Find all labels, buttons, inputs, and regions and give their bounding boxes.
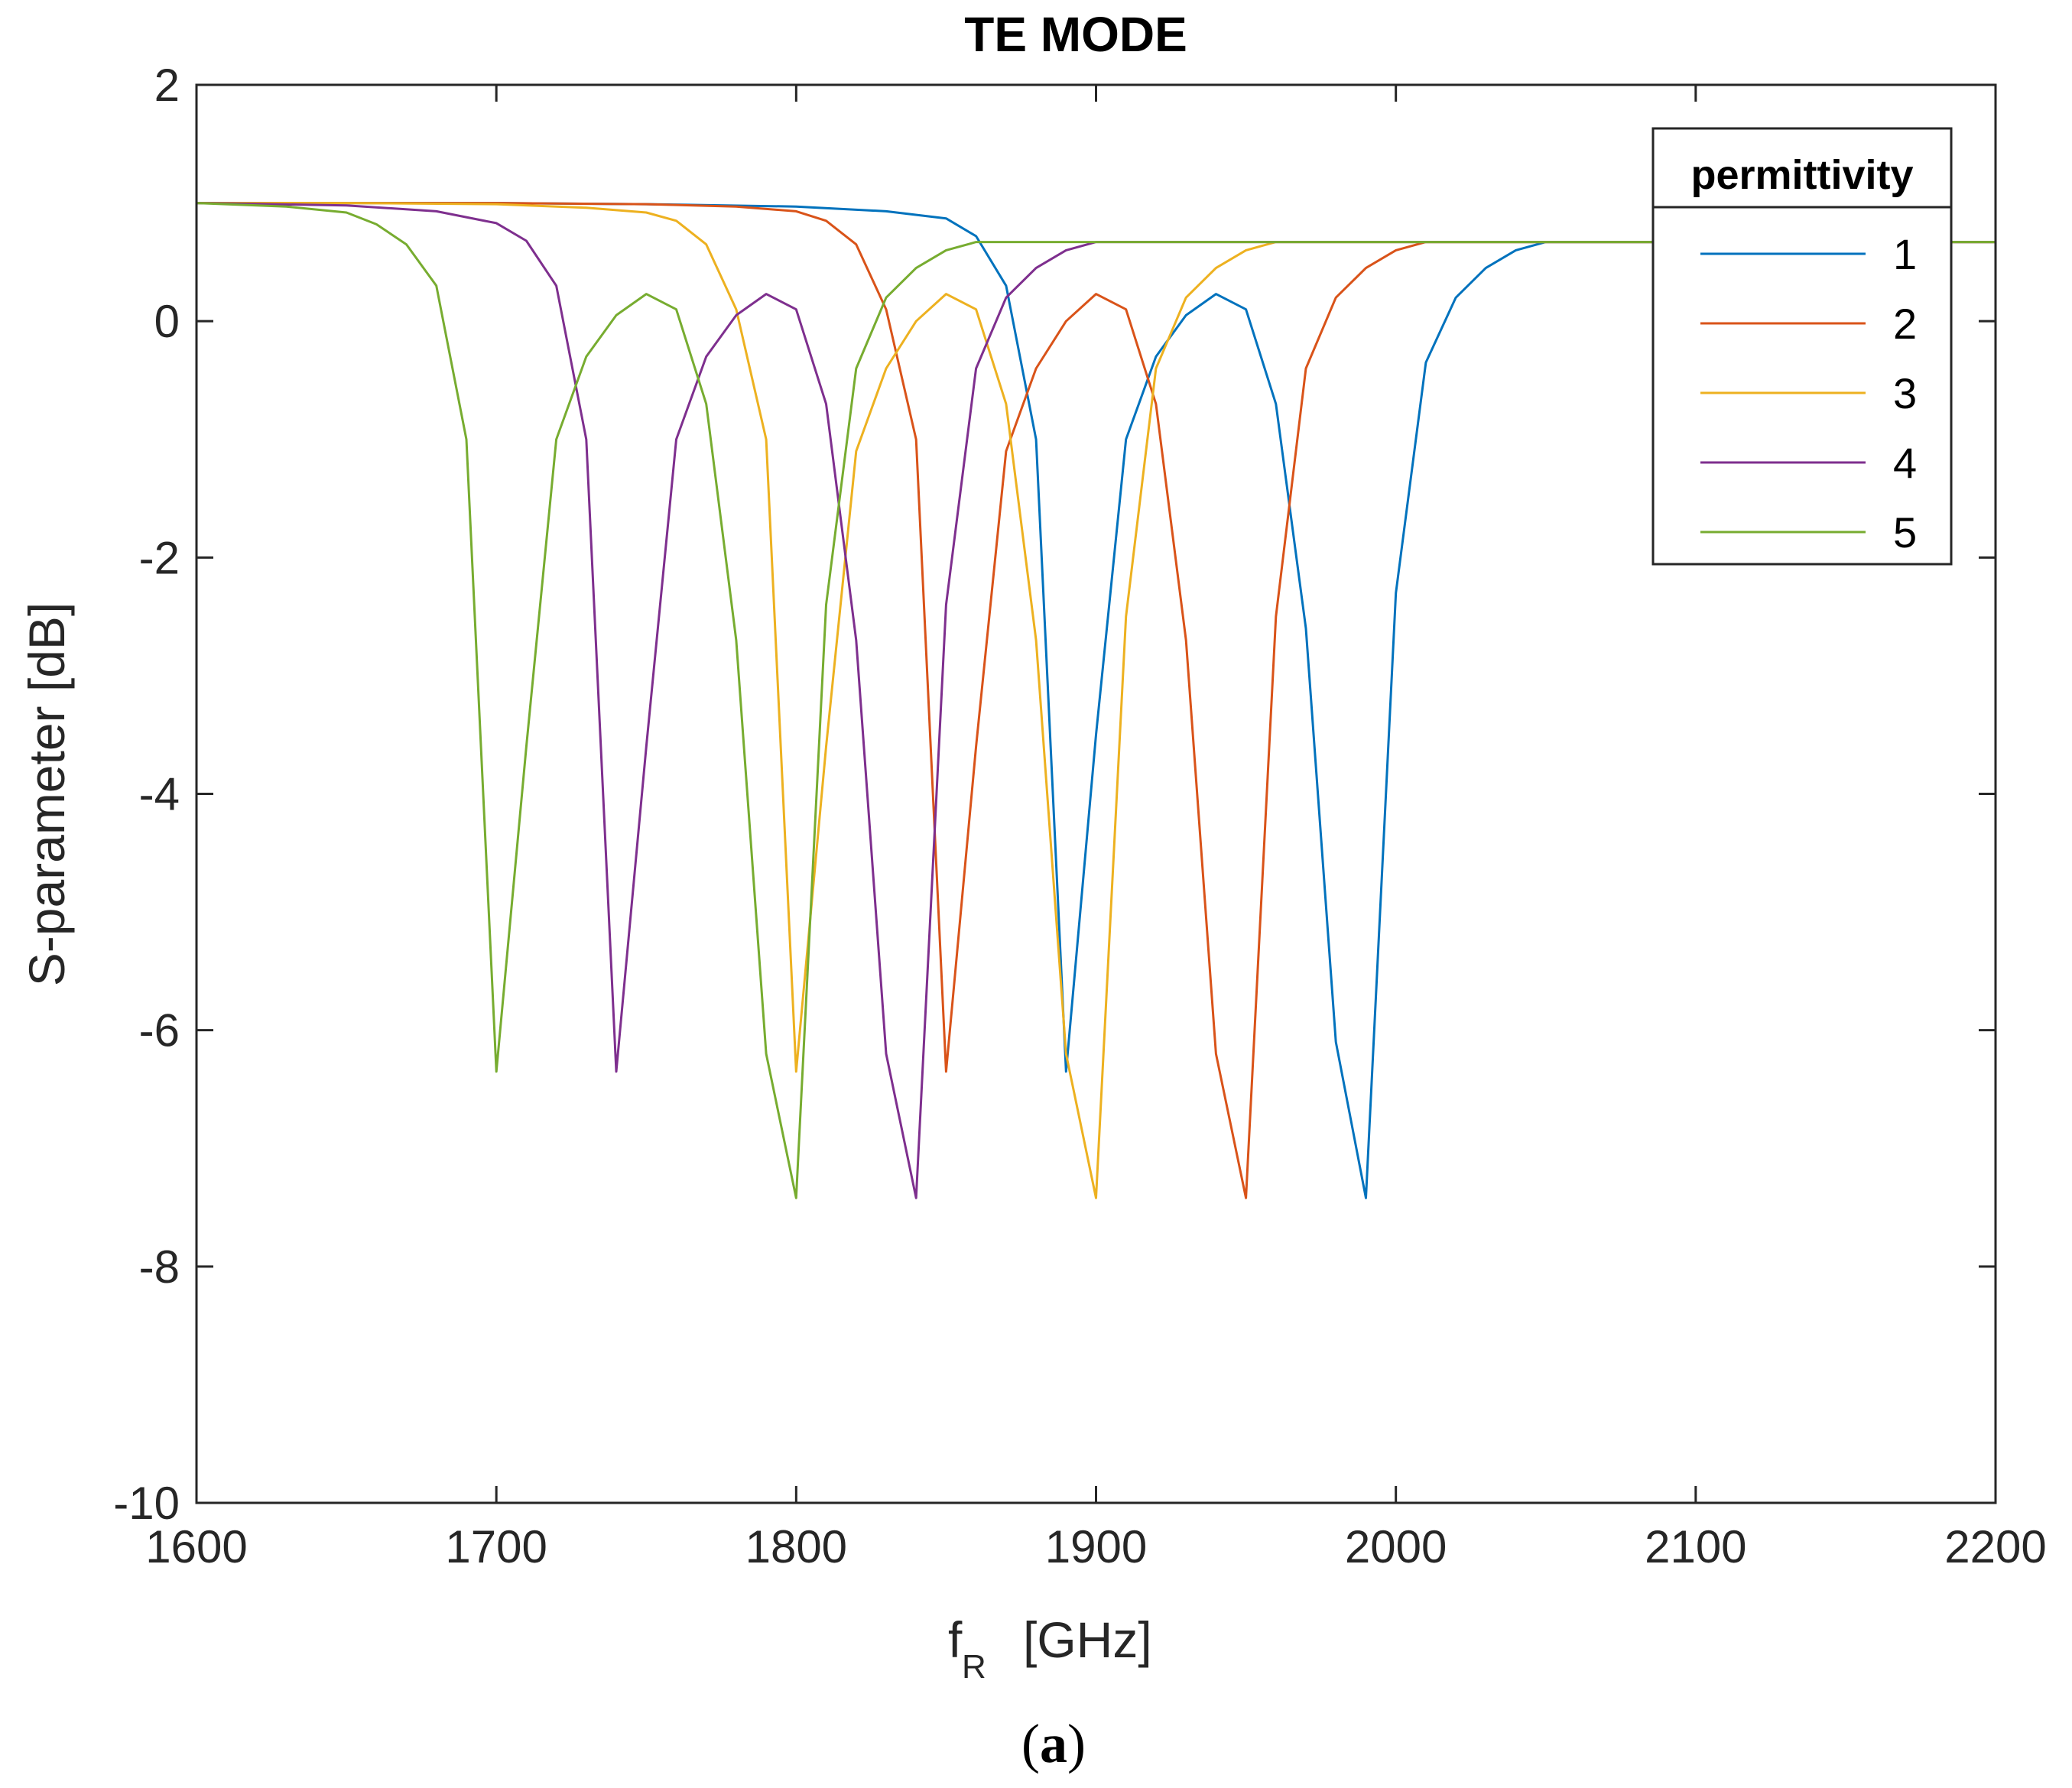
x-tick-label: 2200 [1944,1521,2046,1572]
y-axis-label: S-parameter [dB] [18,602,75,987]
legend-label-3: 3 [1893,369,1917,417]
legend-label-1: 1 [1893,230,1917,278]
series-line-4 [196,202,1996,1199]
legend-entries: 1 2 3 4 5 [1700,230,1917,557]
x-axis-label-unit: [GHz] [1023,1611,1152,1668]
caption-open: ( [1021,1713,1040,1774]
legend-title: permittivity [1690,152,1913,198]
x-tick-label: 1700 [445,1521,547,1572]
x-axis-label-subscript: R [962,1648,986,1686]
y-tick-label: -6 [139,1005,180,1056]
x-tick-label: 1900 [1045,1521,1147,1572]
ticks-layer: 1600 1700 1800 1900 2000 2100 2200 2 0 -2 -4 -6 -8 -1… [113,60,2046,1572]
figure-caption: (a) [1021,1713,1086,1774]
caption-close: ) [1067,1713,1086,1774]
x-tick-label: 1800 [745,1521,847,1572]
y-tick-label: -10 [113,1478,180,1529]
series-line-3 [196,202,1996,1199]
legend-box [1651,127,1953,566]
chart-title: TE MODE [964,7,1187,62]
series-line-5 [196,202,1996,1199]
x-tick-label: 2100 [1645,1521,1746,1572]
legend-label-5: 5 [1893,508,1917,557]
legend: permittivity 1 2 3 4 5 [1651,127,1953,566]
legend-label-2: 2 [1893,300,1917,348]
y-tick-label: 0 [154,296,180,347]
series-line-2 [196,202,1996,1199]
x-axis-label: f R [GHz] [948,1611,1152,1686]
y-tick-label: -8 [139,1241,180,1293]
y-tick-label: 2 [154,60,180,111]
caption-letter: a [1040,1713,1067,1774]
legend-label-4: 4 [1893,439,1917,487]
x-tick-label: 1600 [145,1521,247,1572]
series-line-1 [196,202,1996,1199]
x-axis-label-symbol: f [948,1611,963,1668]
y-tick-label: -4 [139,769,180,820]
y-tick-label: -2 [139,532,180,583]
x-tick-label: 2000 [1345,1521,1447,1572]
series-layer [196,202,1996,1199]
